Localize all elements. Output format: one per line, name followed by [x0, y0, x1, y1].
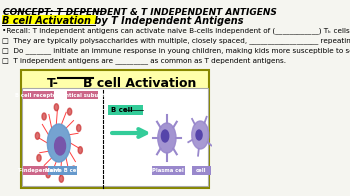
Text: □  T independent antigens are _________ as common as T dependent antigens.: □ T independent antigens are _________ a…	[2, 57, 286, 64]
Text: □  Do _______ initiate an immune response in young children, making kids more su: □ Do _______ initiate an immune response…	[2, 47, 350, 54]
Circle shape	[55, 137, 65, 155]
Circle shape	[71, 166, 76, 173]
FancyBboxPatch shape	[152, 166, 185, 175]
Text: T-: T-	[47, 77, 59, 90]
Text: □  They are typically polysaccharides with multiple, closely spaced, ___________: □ They are typically polysaccharides wit…	[2, 37, 350, 44]
Circle shape	[42, 113, 46, 120]
Circle shape	[37, 154, 41, 162]
Circle shape	[192, 121, 209, 149]
FancyBboxPatch shape	[23, 91, 54, 99]
Text: B cell: B cell	[111, 107, 133, 113]
Circle shape	[46, 171, 50, 178]
Text: B cell Activation: B cell Activation	[83, 77, 196, 90]
Text: cell: cell	[196, 168, 207, 173]
FancyBboxPatch shape	[21, 70, 209, 188]
FancyBboxPatch shape	[192, 166, 211, 175]
FancyBboxPatch shape	[66, 91, 98, 99]
Circle shape	[59, 175, 63, 182]
Circle shape	[77, 124, 81, 132]
FancyBboxPatch shape	[48, 166, 77, 175]
Text: Plasma cel: Plasma cel	[152, 168, 184, 173]
Text: B cell receptors: B cell receptors	[15, 93, 62, 97]
FancyBboxPatch shape	[22, 88, 208, 186]
Circle shape	[35, 132, 40, 139]
Text: identical subunits: identical subunits	[56, 93, 109, 97]
FancyBboxPatch shape	[23, 166, 54, 175]
Text: Naive B cell: Naive B cell	[45, 168, 80, 173]
Circle shape	[47, 124, 70, 162]
Circle shape	[54, 104, 58, 111]
Circle shape	[78, 147, 82, 154]
Text: T-independent: T-independent	[17, 168, 60, 173]
FancyBboxPatch shape	[2, 15, 96, 24]
Text: CONCEPT: T DEPENDENT & T INDEPENDENT ANTIGENS: CONCEPT: T DEPENDENT & T INDEPENDENT ANT…	[3, 8, 277, 17]
Circle shape	[158, 123, 176, 153]
Circle shape	[68, 108, 72, 115]
Text: •Recall: T independent antigens can activate naive B-cells independent of (_____: •Recall: T independent antigens can acti…	[2, 27, 350, 34]
Circle shape	[196, 130, 202, 140]
Circle shape	[161, 130, 169, 142]
Text: B cell Activation by T Independent Antigens: B cell Activation by T Independent Antig…	[2, 16, 244, 26]
FancyBboxPatch shape	[108, 105, 144, 115]
